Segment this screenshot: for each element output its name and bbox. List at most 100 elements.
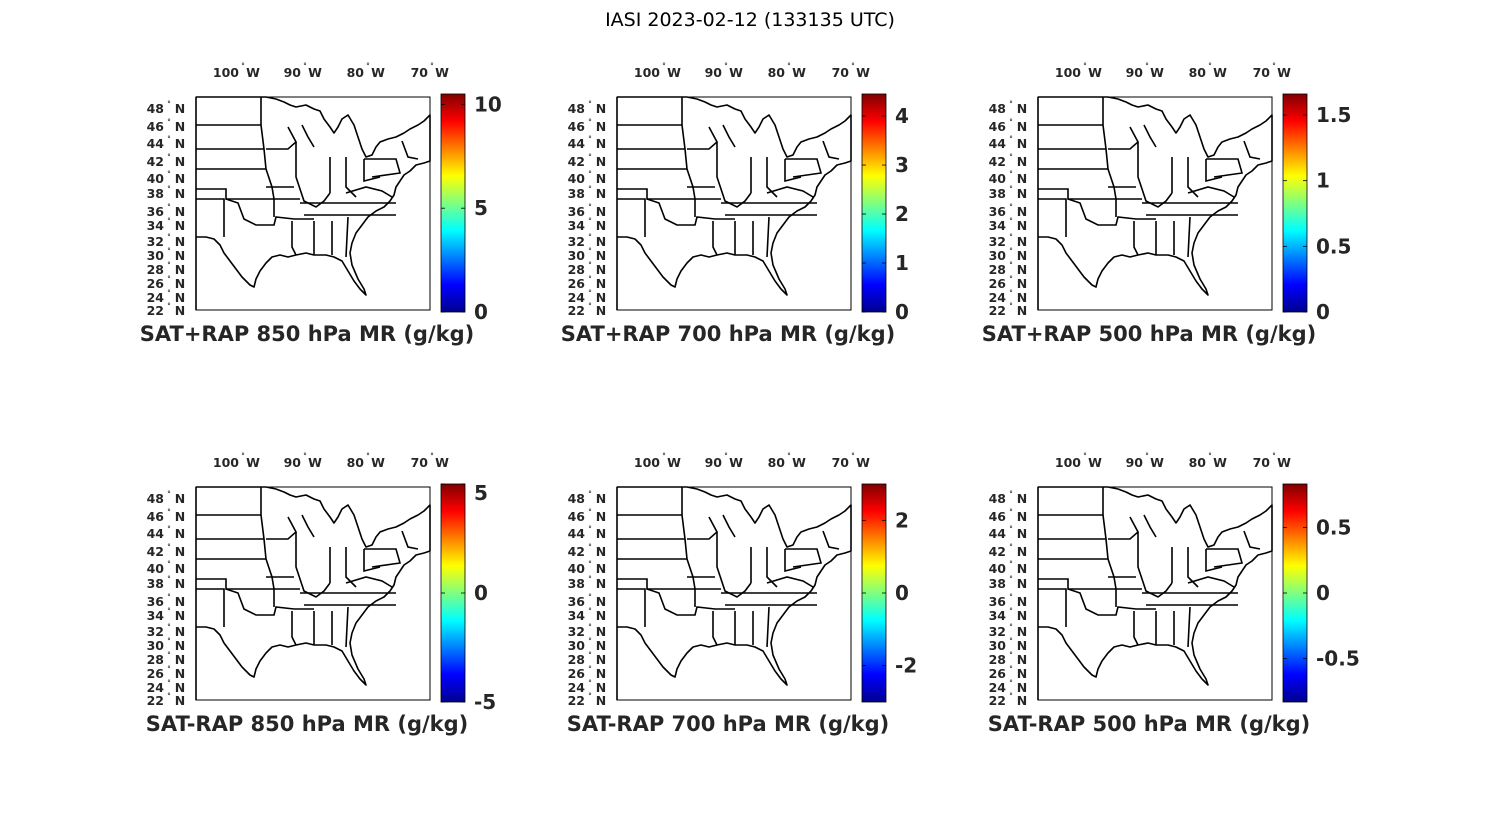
lat-tick-label: 46 xyxy=(147,119,165,134)
lat-tick-label: 28 xyxy=(568,652,585,667)
lat-hemisphere-label: N xyxy=(175,276,185,291)
degree-symbol: ° xyxy=(588,247,592,255)
panel-title: SAT-RAP 850 hPa MR (g/kg) xyxy=(146,712,469,736)
degree-symbol: ° xyxy=(167,289,171,297)
coastline xyxy=(196,96,431,296)
state-border xyxy=(1187,606,1191,648)
lat-hemisphere-label: N xyxy=(1017,234,1027,249)
lat-hemisphere-label: N xyxy=(596,186,606,201)
coastline xyxy=(617,486,852,686)
degree-symbol: ° xyxy=(588,543,592,551)
lat-hemisphere-label: N xyxy=(1017,680,1027,695)
degree-symbol: ° xyxy=(588,692,592,700)
degree-symbol: ° xyxy=(366,452,370,460)
degree-symbol: ° xyxy=(167,490,171,498)
state-border xyxy=(1108,516,1140,540)
state-border xyxy=(1187,157,1199,198)
lon-hemisphere-label: W xyxy=(1150,65,1164,80)
degree-symbol: ° xyxy=(588,679,592,687)
degree-symbol: ° xyxy=(1009,651,1013,659)
degree-symbol: ° xyxy=(1083,62,1087,70)
degree-symbol: ° xyxy=(167,575,171,583)
state-border xyxy=(1143,514,1157,538)
us-map-outline xyxy=(1037,96,1273,310)
state-border xyxy=(1187,547,1199,588)
lat-hemisphere-label: N xyxy=(175,154,185,169)
state-border xyxy=(266,516,298,540)
lat-hemisphere-label: N xyxy=(175,303,185,318)
lat-hemisphere-label: N xyxy=(1017,119,1027,134)
lat-tick-label: 48 xyxy=(989,491,1006,506)
map-panel: 100 ° W 90 ° W 80 ° W 70 ° W48 ° N46 ° N44 ° N42 ° N40 ° N38 °… xyxy=(140,62,502,346)
lat-tick-label: 24 xyxy=(568,290,586,305)
degree-symbol: ° xyxy=(1208,452,1212,460)
colorbar-tick-label: 0 xyxy=(1316,300,1330,324)
state-border xyxy=(1133,221,1139,256)
lat-hemisphere-label: N xyxy=(596,262,606,277)
state-border xyxy=(617,588,646,627)
degree-symbol: ° xyxy=(1009,543,1013,551)
lon-hemisphere-label: W xyxy=(729,455,743,470)
degree-symbol: ° xyxy=(167,593,171,601)
lat-tick-label: 30 xyxy=(989,638,1007,653)
colorbar xyxy=(1283,94,1307,312)
colorbar-tick-label: 1.5 xyxy=(1316,103,1351,127)
lat-tick-label: 24 xyxy=(147,680,165,695)
state-border xyxy=(784,159,802,183)
degree-symbol: ° xyxy=(1009,637,1013,645)
colorbar-tick-label: 5 xyxy=(474,481,488,505)
lat-hemisphere-label: N xyxy=(1017,576,1027,591)
panel-title: SAT+RAP 700 hPa MR (g/kg) xyxy=(561,322,895,346)
map-panel: 100 ° W 90 ° W 80 ° W 70 ° W48 ° N46 ° N44 ° N42 ° N40 ° N38 °… xyxy=(982,62,1352,346)
degree-symbol: ° xyxy=(1083,452,1087,460)
lat-tick-label: 48 xyxy=(147,101,164,116)
degree-symbol: ° xyxy=(1009,153,1013,161)
lon-tick-label: 70 xyxy=(411,65,429,80)
degree-symbol: ° xyxy=(167,637,171,645)
lat-hemisphere-label: N xyxy=(1017,154,1027,169)
degree-symbol: ° xyxy=(588,560,592,568)
state-border xyxy=(1137,532,1173,598)
lat-tick-label: 40 xyxy=(989,561,1007,576)
lat-tick-label: 42 xyxy=(147,544,164,559)
lat-tick-label: 30 xyxy=(568,248,586,263)
state-border xyxy=(687,126,719,150)
lat-hemisphere-label: N xyxy=(596,276,606,291)
degree-symbol: ° xyxy=(1272,452,1276,460)
state-border xyxy=(1187,576,1235,588)
degree-symbol: ° xyxy=(724,62,728,70)
degree-symbol: ° xyxy=(1009,607,1013,615)
degree-symbol: ° xyxy=(588,261,592,269)
lat-tick-label: 28 xyxy=(147,262,164,277)
state-border xyxy=(1187,216,1191,258)
lat-hemisphere-label: N xyxy=(596,154,606,169)
coastline xyxy=(617,96,852,296)
degree-symbol: ° xyxy=(1145,452,1149,460)
lat-hemisphere-label: N xyxy=(1017,218,1027,233)
state-border xyxy=(196,188,274,200)
lat-hemisphere-label: N xyxy=(1017,608,1027,623)
state-border xyxy=(295,142,331,208)
degree-symbol: ° xyxy=(167,261,171,269)
lat-hemisphere-label: N xyxy=(596,594,606,609)
lat-hemisphere-label: N xyxy=(1017,624,1027,639)
degree-symbol: ° xyxy=(787,452,791,460)
lat-hemisphere-label: N xyxy=(596,491,606,506)
lon-tick-label: 100 xyxy=(213,455,239,470)
lon-hemisphere-label: W xyxy=(792,455,806,470)
lat-tick-label: 42 xyxy=(568,154,585,169)
lat-tick-label: 44 xyxy=(147,136,165,151)
state-border xyxy=(345,547,357,588)
lon-tick-label: 80 xyxy=(347,65,365,80)
colorbar-tick-label: 3 xyxy=(895,153,909,177)
degree-symbol: ° xyxy=(588,118,592,126)
lat-hemisphere-label: N xyxy=(596,204,606,219)
lat-hemisphere-label: N xyxy=(1017,136,1027,151)
map-panel: 100 ° W 90 ° W 80 ° W 70 ° W48 ° N46 ° N44 ° N42 ° N40 ° N38 °… xyxy=(561,62,909,346)
lat-tick-label: 38 xyxy=(568,576,585,591)
lon-tick-label: 100 xyxy=(213,65,239,80)
colorbar-tick-label: 4 xyxy=(895,104,909,128)
lon-hemisphere-label: W xyxy=(1088,65,1102,80)
lon-tick-label: 80 xyxy=(768,65,786,80)
